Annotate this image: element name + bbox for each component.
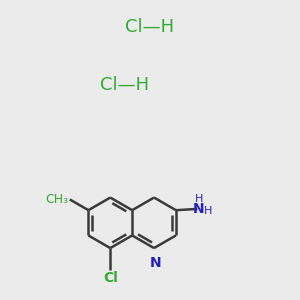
Text: H: H: [204, 206, 213, 216]
Text: H: H: [195, 194, 203, 203]
Text: Cl: Cl: [103, 271, 118, 285]
Text: N: N: [150, 256, 161, 270]
Text: Cl—H: Cl—H: [125, 18, 175, 36]
Text: N: N: [193, 202, 205, 216]
Text: CH₃: CH₃: [45, 193, 68, 206]
Text: Cl—H: Cl—H: [100, 76, 149, 94]
